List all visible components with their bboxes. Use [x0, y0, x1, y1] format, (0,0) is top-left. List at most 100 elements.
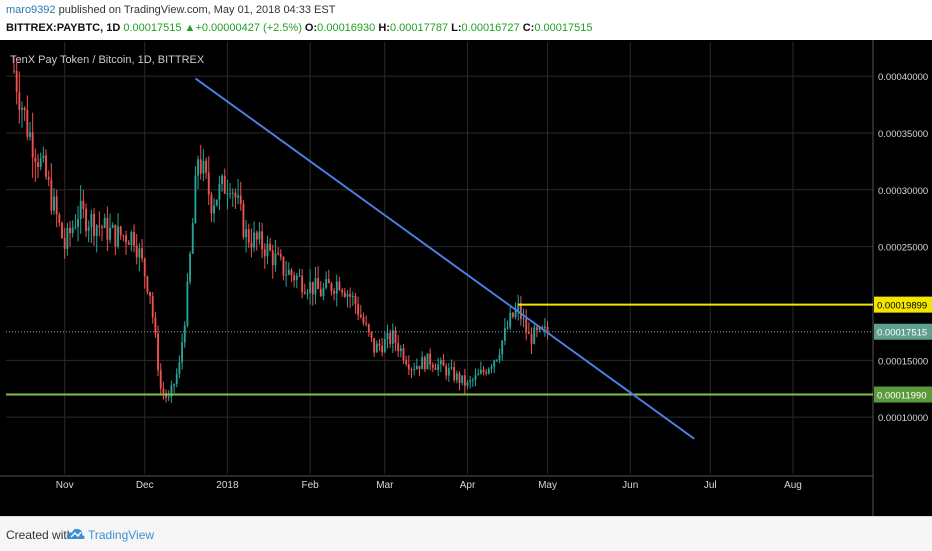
candle-body [114, 224, 117, 247]
candle-body [194, 175, 197, 224]
x-tick-label: Dec [136, 480, 154, 491]
candle-body [151, 296, 154, 318]
candle-body [399, 348, 402, 352]
candle-body [282, 256, 285, 276]
candle-body [466, 381, 469, 386]
candle-body [186, 281, 189, 326]
candle-body [434, 367, 437, 370]
tradingview-brand[interactable]: TradingView [88, 528, 155, 542]
candle-body [117, 226, 119, 247]
candle-body [389, 332, 392, 344]
candle-body [525, 318, 528, 333]
candle-body [197, 159, 200, 176]
candle-body [122, 235, 125, 237]
candle-body [405, 360, 408, 365]
candle-body [418, 365, 421, 370]
y-tick-label: 0.00030000 [878, 186, 928, 197]
candle-body [18, 92, 21, 110]
candle-body [175, 373, 178, 384]
candle-body [519, 303, 522, 320]
support-price-label: 0.00011990 [877, 391, 927, 402]
candle-body [50, 179, 53, 211]
chart-area[interactable]: 0.00040000 0.00035000 0.00030000 0.00025000… [0, 40, 932, 516]
candle-body [426, 353, 429, 370]
candle-body [277, 253, 280, 255]
candle-body [383, 339, 386, 353]
candle-body [69, 227, 71, 234]
candle-body [333, 291, 336, 294]
candle-body [263, 249, 266, 257]
candle-body [303, 291, 306, 294]
resistance-price-label: 0.00019899 [877, 301, 927, 312]
candle-body [130, 231, 133, 245]
candle-body [274, 253, 277, 266]
low-label: L: [451, 22, 462, 34]
candle-body [167, 396, 170, 398]
y-tick-label: 0.00015000 [878, 356, 928, 367]
candle-body [178, 362, 181, 374]
candle-body [63, 238, 66, 249]
support-price-label-bg [874, 386, 932, 403]
candle-body [522, 318, 525, 320]
candle-body [501, 340, 504, 355]
candle-body [234, 192, 237, 198]
candle-body [221, 175, 224, 185]
candle-body [351, 296, 354, 298]
candle-body [410, 369, 413, 371]
up-arrow-icon: ▲ [184, 22, 196, 34]
candle-body [258, 231, 261, 240]
candle-body [111, 224, 114, 228]
candle-body [191, 223, 194, 254]
publish-line: maro9392 published on TradingView.com, M… [6, 4, 335, 16]
x-tick-label: Apr [460, 480, 476, 491]
candle-body [375, 343, 378, 353]
x-tick-label: May [538, 480, 557, 491]
price-chart[interactable]: 0.00040000 0.00035000 0.00030000 0.00025000… [0, 40, 932, 516]
close-value: 0.00017515 [534, 22, 593, 34]
candle-body [431, 364, 434, 368]
y-tick-label: 0.00010000 [878, 413, 928, 424]
candle-body [29, 132, 31, 137]
candle-body [295, 275, 298, 281]
candle-body [133, 231, 135, 246]
candle-body [138, 248, 141, 258]
candle-body [447, 367, 450, 376]
candle-body [21, 107, 23, 110]
candle-body [103, 217, 106, 228]
candle-body [71, 227, 74, 234]
candle-body [45, 155, 47, 177]
candle-body [391, 330, 394, 344]
candle-body [226, 193, 229, 195]
tradingview-cloud-icon [66, 528, 85, 539]
candle-body [506, 327, 509, 329]
candle-body [437, 364, 440, 370]
candle-body [173, 383, 175, 386]
x-tick-label: Nov [56, 480, 74, 491]
candle-body [255, 232, 258, 240]
candle-body [450, 367, 453, 369]
candle-body [477, 373, 480, 376]
candle-body [386, 332, 389, 340]
candle-body [362, 317, 365, 324]
candle-body [127, 242, 130, 245]
x-tick-label: Jun [622, 480, 638, 491]
candle-body [287, 269, 290, 275]
candle-body [61, 222, 63, 239]
candle-body [42, 155, 45, 159]
candle-body [79, 200, 82, 220]
candle-body [253, 232, 256, 248]
candle-body [290, 269, 293, 276]
candle-body [87, 227, 90, 231]
candle-body [439, 360, 442, 365]
candle-body [538, 326, 541, 331]
candle-body [517, 303, 520, 311]
author-link[interactable]: maro9392 [6, 4, 56, 16]
chart-header: maro9392 published on TradingView.com, M… [0, 0, 932, 40]
candle-body [402, 348, 405, 361]
candle-body [157, 333, 159, 371]
candle-body [279, 254, 282, 257]
candle-body [338, 281, 341, 290]
candle-body [453, 367, 456, 381]
candle-body [471, 379, 474, 381]
candle-body [495, 359, 498, 361]
